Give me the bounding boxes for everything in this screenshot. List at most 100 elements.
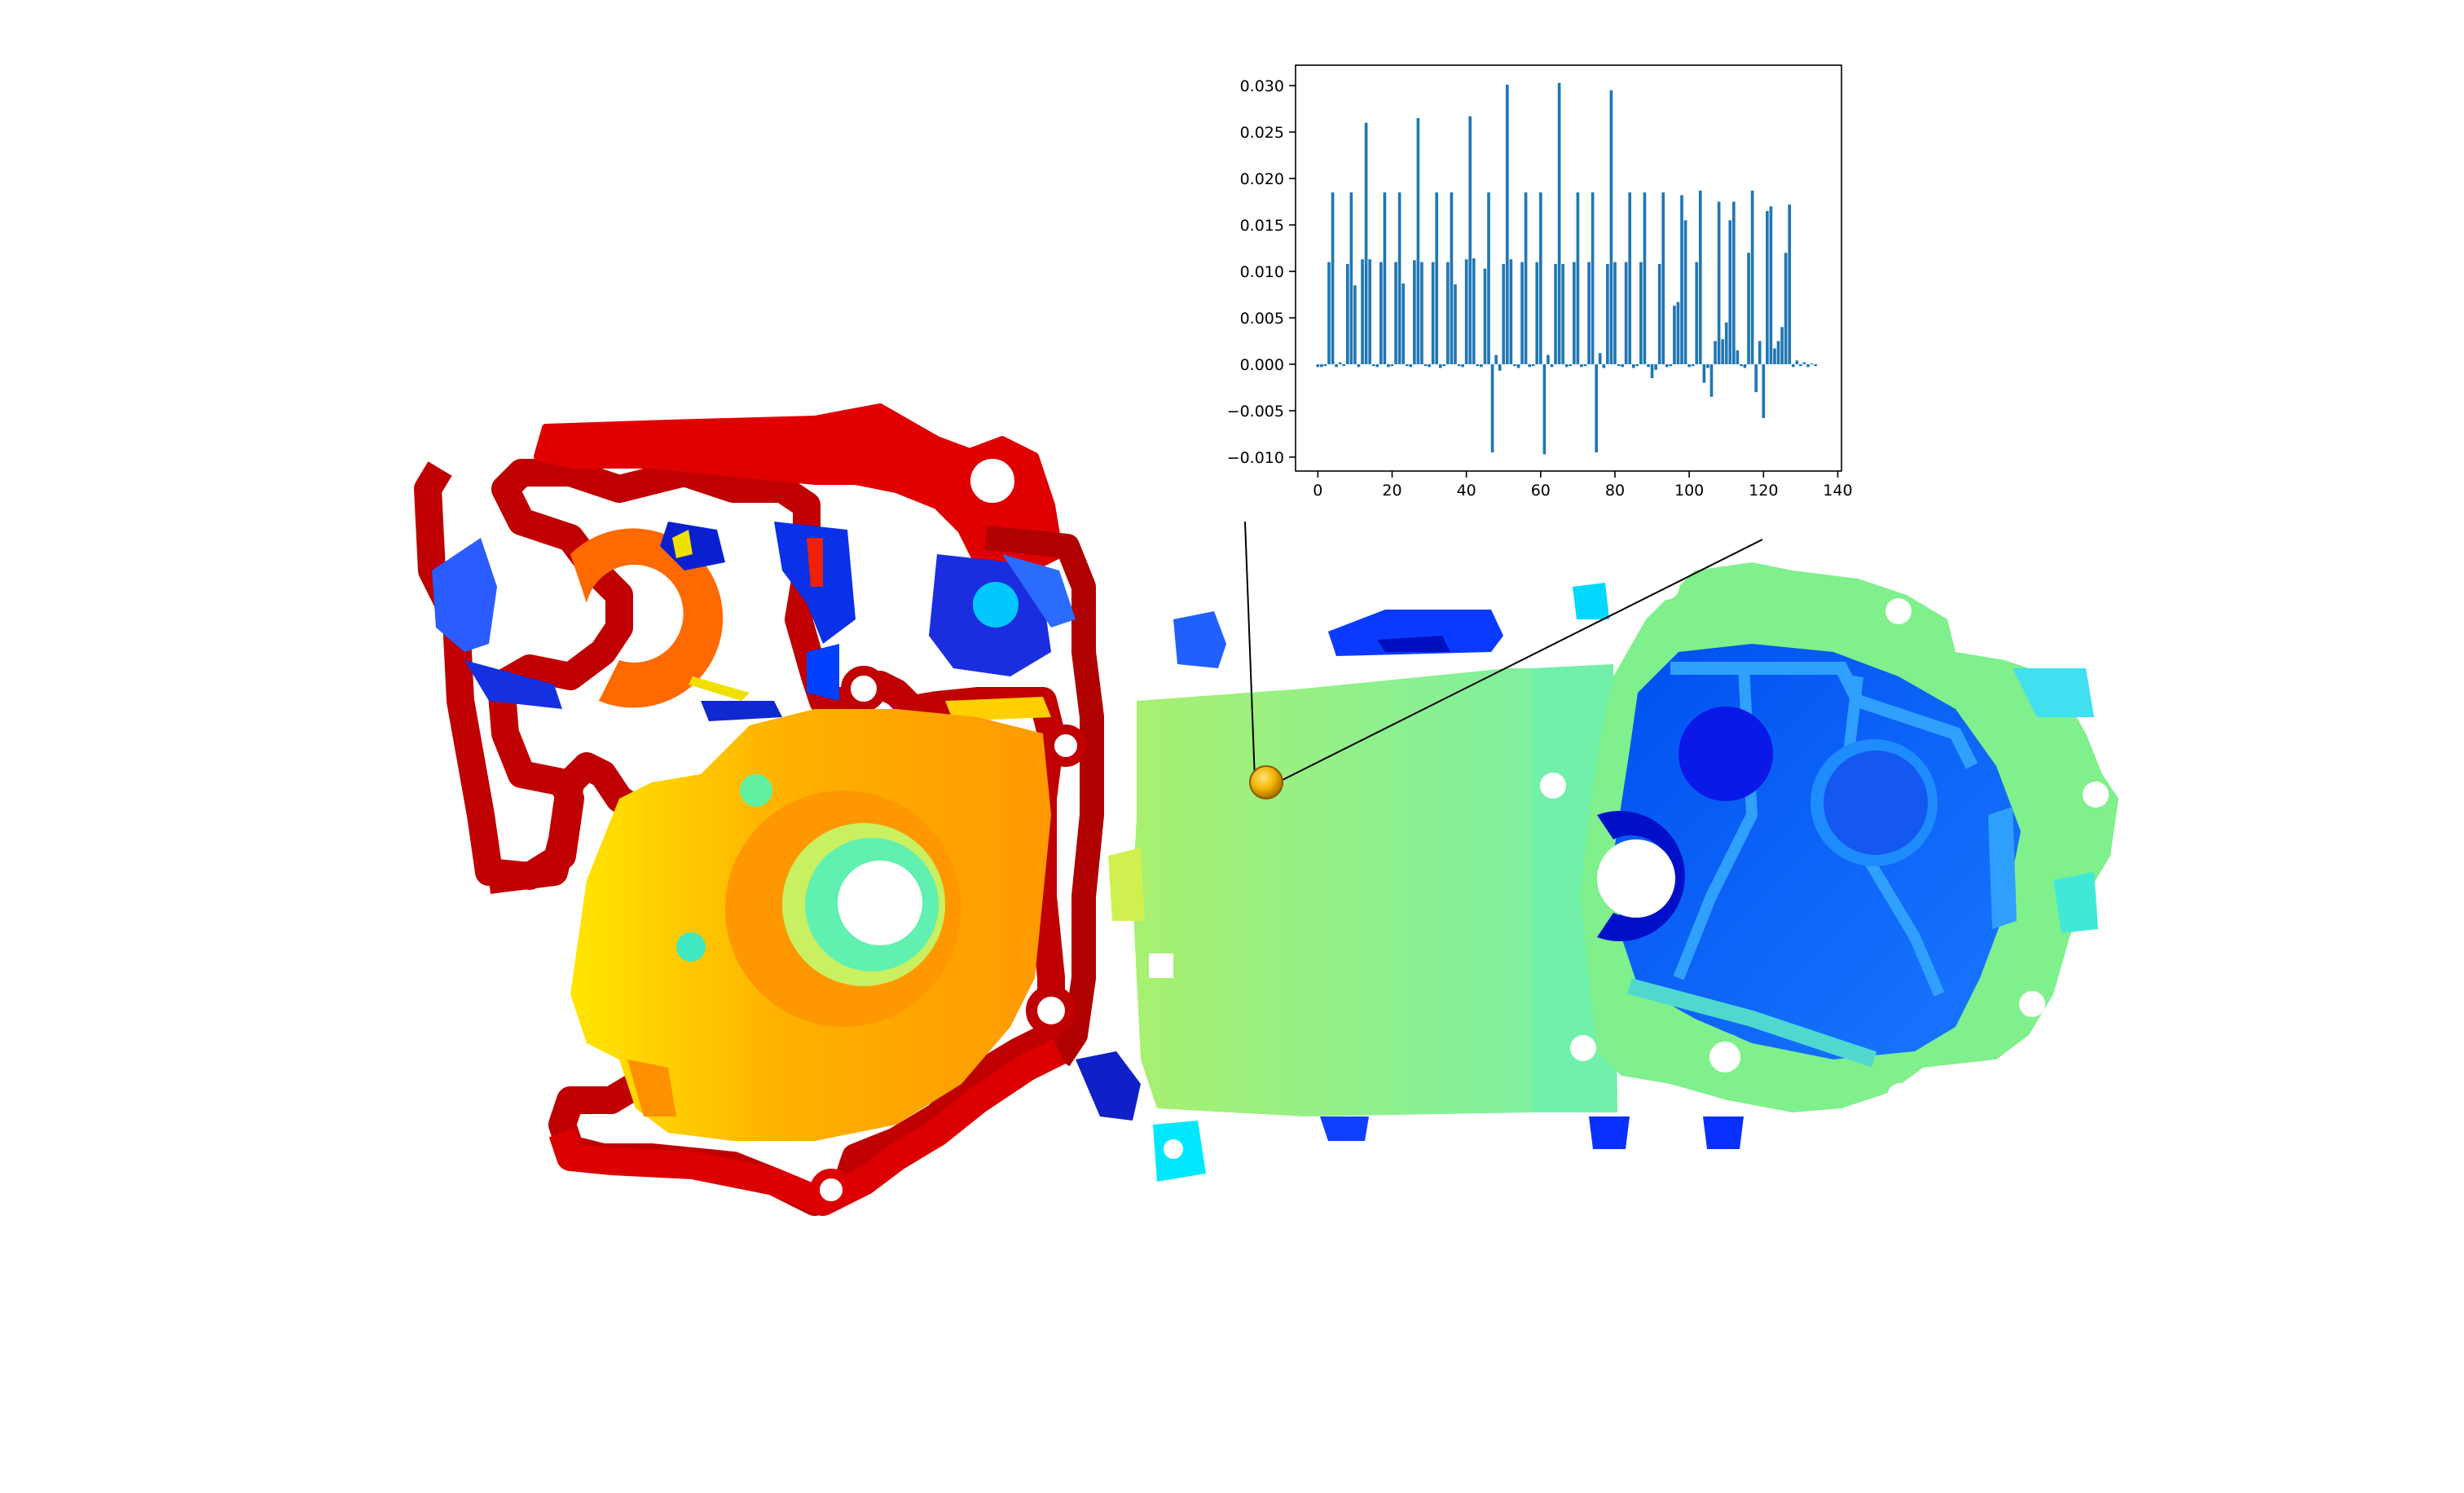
chart-bar: [1428, 363, 1431, 368]
chart-bar: [1728, 220, 1732, 364]
chart-bar: [1431, 262, 1435, 364]
left-part-bore-hole: [838, 861, 922, 945]
chart-bar: [1349, 192, 1353, 364]
y-tick-label: −0.010: [1227, 449, 1284, 467]
probe-point-marker: [1249, 765, 1283, 799]
chart-bar: [1706, 363, 1709, 368]
chart-bar: [1698, 190, 1702, 364]
chart-bar: [1561, 263, 1564, 364]
chart-bar: [1435, 192, 1439, 364]
x-tick-label: 40: [1457, 482, 1476, 500]
chart-bar: [1724, 322, 1728, 364]
chart-bar: [1643, 192, 1647, 364]
chart-bar: [1747, 253, 1750, 364]
middle-blue-regions: [1076, 583, 1744, 1182]
chart-bar: [1379, 262, 1383, 364]
chart-bar: [1547, 355, 1550, 364]
left-part-blue-regions: [432, 522, 1076, 721]
chart-bar: [1375, 363, 1379, 368]
x-tick-label: 20: [1382, 482, 1401, 500]
chart-bar: [1554, 263, 1557, 364]
chart-bar: [1538, 192, 1542, 364]
chart-bar: [1717, 201, 1721, 364]
leader-line-right: [1269, 539, 1763, 787]
chart-bar: [1502, 263, 1506, 364]
chart-bar: [1799, 363, 1802, 367]
y-tick-label: −0.005: [1227, 403, 1284, 421]
chart-bar: [1795, 360, 1799, 364]
chart-bar: [1442, 363, 1446, 367]
chart-bar: [1810, 363, 1814, 364]
chart-bar: [1750, 190, 1754, 364]
x-tick-label: 60: [1531, 482, 1551, 500]
chart-bar: [1446, 262, 1450, 364]
inset-bar-chart: 0 20 40 60 80 100 120 140 −0.010 −0.005 0.000 0.00…: [1227, 64, 1853, 500]
chart-bar: [1576, 192, 1580, 364]
chart-bar: [1397, 192, 1401, 364]
chart-bar: [1557, 82, 1561, 364]
chart-bar: [1423, 363, 1428, 367]
chart-bar: [1595, 363, 1599, 453]
chart-bar: [1361, 259, 1364, 364]
chart-bar: [1420, 262, 1423, 364]
chart-bar: [1773, 348, 1776, 364]
chart-bar: [1702, 363, 1706, 383]
chart-bar: [1320, 363, 1323, 368]
chart-bar: [1483, 268, 1487, 364]
chart-bar: [1758, 341, 1762, 364]
chart-bar: [1754, 363, 1758, 393]
chart-bar: [1635, 363, 1639, 367]
chart-bar: [1364, 122, 1368, 364]
y-tick-label: 0.025: [1240, 124, 1284, 142]
chart-bar: [1416, 117, 1420, 364]
chart-bar: [1468, 116, 1472, 364]
chart-bar: [1583, 363, 1587, 367]
chart-bar: [1338, 362, 1342, 364]
chart-bar: [1472, 258, 1476, 364]
chart-bar: [1476, 363, 1480, 367]
chart-bar: [1335, 363, 1338, 368]
chart-bar: [1498, 363, 1502, 371]
chart-bar: [1345, 263, 1349, 364]
chart-bar: [1353, 285, 1357, 364]
chart-bar: [1631, 363, 1635, 368]
chart-bar: [1714, 341, 1717, 364]
chart-bar: [1665, 363, 1669, 368]
chart-bar: [1788, 204, 1792, 364]
chart-bar: [1505, 84, 1509, 364]
chart-bar: [1401, 283, 1405, 364]
x-tick-label: 100: [1674, 482, 1704, 500]
chart-bar: [1454, 284, 1457, 364]
chart-bar: [1409, 363, 1413, 368]
chart-bar: [1535, 262, 1539, 364]
chart-bar: [1709, 363, 1714, 397]
chart-bar: [1487, 192, 1490, 364]
chart-bar: [1621, 363, 1624, 368]
chart-bar: [1383, 192, 1387, 364]
chart-bar: [1480, 363, 1483, 368]
chart-bar: [1673, 306, 1676, 364]
chart-bar: [1791, 363, 1795, 368]
chart-bar: [1780, 327, 1784, 364]
chart-bar: [1450, 192, 1454, 364]
chart-bar: [1598, 353, 1602, 364]
x-tick-label: 80: [1605, 482, 1625, 500]
chart-bar: [1776, 341, 1780, 364]
chart-bar: [1695, 262, 1699, 364]
y-tick-label: 0.030: [1240, 77, 1284, 95]
chart-bar: [1490, 363, 1494, 453]
chart-bar: [1676, 302, 1680, 364]
chart-bar: [1387, 363, 1390, 368]
chart-bar: [1628, 192, 1632, 364]
right-part-housing: [1540, 562, 2119, 1112]
chart-bar: [1564, 363, 1569, 368]
chart-bar: [1732, 201, 1736, 364]
chart-bar: [1580, 363, 1583, 368]
chart-bar: [1784, 253, 1788, 364]
y-tick-label: 0.000: [1240, 356, 1284, 374]
chart-bar: [1769, 206, 1773, 364]
chart-bar: [1639, 262, 1643, 364]
chart-bar: [1606, 263, 1609, 364]
chart-bar: [1457, 363, 1461, 367]
chart-bar: [1736, 350, 1740, 364]
